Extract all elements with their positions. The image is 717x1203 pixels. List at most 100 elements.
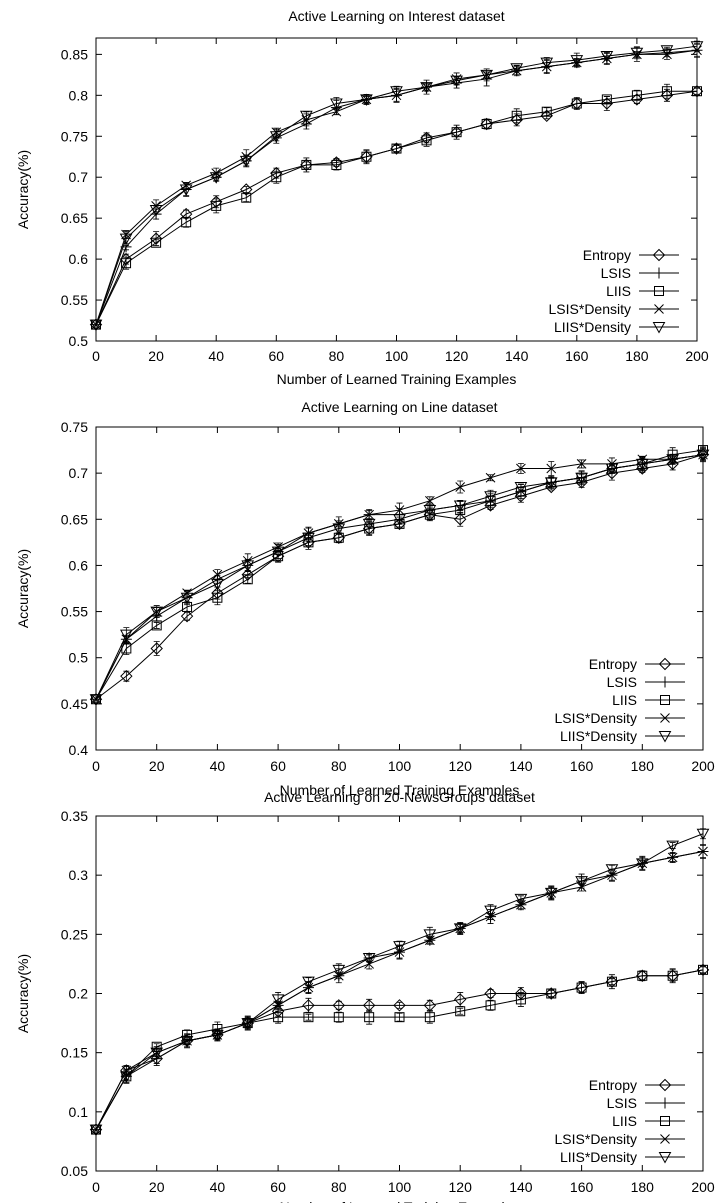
data-point [666, 454, 679, 466]
error-bar [243, 186, 250, 193]
data-point [667, 852, 678, 863]
data-point [605, 864, 619, 876]
x-tick-label: 160 [565, 348, 589, 364]
data-point [332, 964, 346, 977]
error-bar [669, 842, 676, 849]
data-point [331, 159, 342, 170]
y-tick-label: 0.6 [69, 251, 89, 267]
y-tick-label: 0.75 [61, 128, 88, 144]
data-point [302, 976, 315, 989]
data-point [540, 57, 554, 70]
data-point [181, 217, 192, 228]
data-point [600, 51, 614, 63]
legend-label: LIIS*Density [560, 728, 637, 744]
data-point [150, 1047, 164, 1060]
data-point [631, 90, 642, 101]
error-bar [305, 1013, 312, 1021]
data-point [510, 113, 523, 127]
error-bar [243, 193, 250, 203]
data-point [302, 532, 315, 545]
error-bar [303, 161, 310, 169]
data-point [211, 1029, 224, 1042]
data-point [666, 840, 679, 853]
data-point [394, 505, 405, 515]
legend-label: LIIS*Density [554, 319, 631, 335]
data-point [453, 513, 467, 526]
data-point [514, 893, 528, 906]
x-tick-label: 40 [208, 348, 224, 364]
y-tick-label: 0.5 [69, 333, 89, 349]
data-point [421, 135, 432, 146]
legend-label: LIIS*Density [560, 1149, 637, 1165]
error-bar [214, 1031, 221, 1039]
chart-20-newsgroups: Active Learning on 20-NewsGroups dataset… [15, 789, 715, 1203]
error-bar [457, 1007, 464, 1015]
y-tick-label: 0.55 [61, 292, 88, 308]
legend-marker [658, 731, 672, 743]
data-point [576, 982, 587, 993]
data-point [89, 694, 103, 706]
data-point [636, 462, 649, 475]
y-tick-label: 0.5 [69, 650, 89, 666]
data-point [450, 125, 463, 139]
data-point [696, 963, 710, 977]
chart-title: Active Learning on Line dataset [301, 399, 497, 415]
data-point [423, 929, 437, 941]
data-point [424, 1012, 435, 1023]
data-point [180, 592, 194, 605]
legend-label: LIIS [612, 1113, 637, 1129]
data-point [690, 41, 704, 53]
data-point [391, 143, 402, 154]
data-point [575, 876, 588, 888]
data-point [516, 463, 526, 474]
x-tick-label: 20 [149, 758, 165, 774]
x-axis-label: Number of Learned Training Examples [280, 782, 520, 798]
data-point [150, 642, 163, 655]
error-bar [153, 622, 160, 629]
data-point [544, 887, 558, 900]
data-point [545, 987, 558, 1000]
x-tick-label: 60 [269, 348, 285, 364]
data-point [630, 93, 644, 106]
legend-label: Entropy [589, 656, 637, 672]
legend-label: LIIS [612, 692, 637, 708]
x-tick-label: 20 [149, 1179, 165, 1195]
x-tick-label: 180 [625, 348, 649, 364]
error-bar [153, 239, 160, 247]
x-tick-label: 60 [270, 1179, 286, 1195]
error-bar [363, 96, 370, 103]
x-tick-label: 80 [331, 758, 347, 774]
data-point [149, 204, 163, 217]
y-tick-label: 0.05 [61, 1163, 88, 1179]
data-point [541, 106, 552, 117]
series-liis [91, 83, 702, 330]
x-tick-label: 200 [691, 758, 715, 774]
data-point [636, 969, 649, 982]
data-point [390, 86, 403, 98]
series-liis-density [89, 828, 710, 1137]
data-point [180, 1035, 194, 1048]
data-point [660, 45, 674, 57]
y-tick-label: 0.7 [69, 169, 89, 185]
data-point [605, 975, 619, 988]
legend: Entropy LSIS LIIS LSIS*Density LIIS*Density [555, 1077, 685, 1165]
data-point [211, 200, 222, 211]
data-point [241, 560, 255, 572]
data-point [666, 457, 679, 471]
y-tick-label: 0.25 [61, 926, 88, 942]
data-point [121, 258, 132, 269]
x-tick-label: 140 [509, 758, 533, 774]
x-tick-label: 180 [631, 1179, 655, 1195]
data-point [91, 319, 101, 330]
y-tick-label: 0.15 [61, 1045, 88, 1061]
data-point [393, 514, 406, 526]
data-point [510, 63, 524, 75]
data-point [451, 127, 462, 138]
data-point [480, 69, 493, 82]
error-bar [305, 533, 312, 543]
x-tick-label: 0 [92, 348, 100, 364]
legend-label: LSIS*Density [555, 710, 637, 726]
data-point [455, 1006, 466, 1017]
legend-label: Entropy [589, 1077, 637, 1093]
data-point [575, 476, 588, 489]
